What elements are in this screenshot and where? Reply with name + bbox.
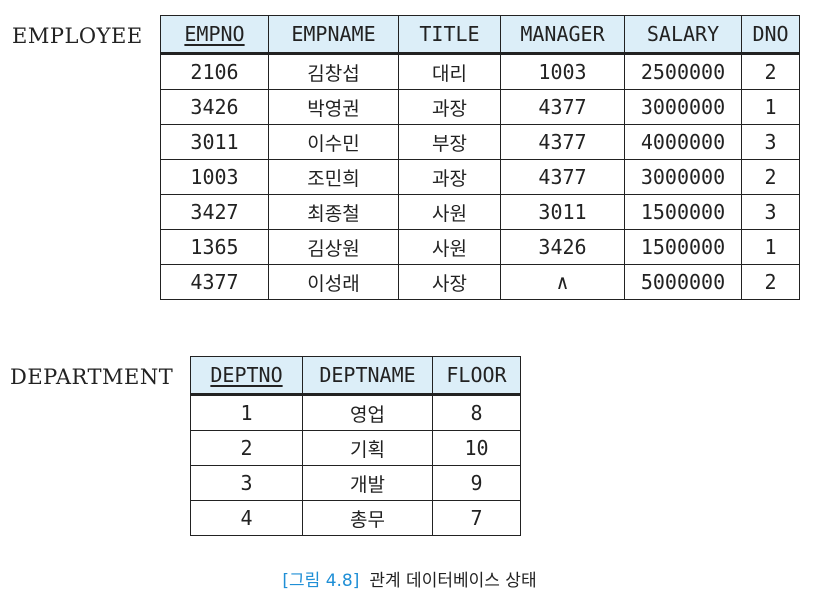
employee-cell: 사원: [398, 229, 501, 265]
employee-cell: 3011: [500, 194, 625, 230]
employee-table: EMPNO EMPNAME TITLE MANAGER SALARY DNO 2…: [160, 15, 800, 300]
employee-cell: 4000000: [624, 124, 742, 160]
table-row: 3 개발 9: [190, 465, 521, 501]
employee-cell: 김창섭: [268, 53, 399, 90]
employee-cell: 2: [741, 159, 800, 195]
employee-cell: 4377: [160, 264, 269, 300]
employee-cell: 4377: [500, 89, 625, 125]
department-cell: 9: [432, 465, 521, 501]
table-row: 3427 최종철 사원 3011 1500000 3: [160, 194, 800, 230]
employee-cell: 2500000: [624, 53, 742, 90]
employee-col-title: TITLE: [398, 15, 501, 55]
employee-cell: 1500000: [624, 194, 742, 230]
employee-cell: 3426: [500, 229, 625, 265]
figure-number: [그림 4.8]: [282, 571, 360, 591]
table-row: 1003 조민희 과장 4377 3000000 2: [160, 159, 800, 195]
employee-col-manager: MANAGER: [500, 15, 625, 55]
department-table-name: DEPARTMENT: [10, 365, 174, 389]
employee-cell: 최종철: [268, 194, 399, 230]
employee-cell: 1365: [160, 229, 269, 265]
employee-cell: 5000000: [624, 264, 742, 300]
table-row: 4377 이성래 사장 ∧ 5000000 2: [160, 264, 800, 300]
employee-cell: 2106: [160, 53, 269, 90]
department-cell: 영업: [302, 394, 433, 431]
employee-table-name: EMPLOYEE: [12, 24, 143, 48]
employee-cell: 대리: [398, 53, 501, 90]
employee-cell: 2: [741, 53, 800, 90]
employee-cell: 2: [741, 264, 800, 300]
department-cell: 8: [432, 394, 521, 431]
employee-cell: 1: [741, 229, 800, 265]
employee-cell: 조민희: [268, 159, 399, 195]
employee-cell: 김상원: [268, 229, 399, 265]
table-row: 1365 김상원 사원 3426 1500000 1: [160, 229, 800, 265]
department-cell: 1: [190, 394, 303, 431]
employee-cell: 4377: [500, 159, 625, 195]
employee-cell: 사장: [398, 264, 501, 300]
department-cell: 총무: [302, 500, 433, 536]
employee-cell: 3: [741, 124, 800, 160]
employee-cell: 3: [741, 194, 800, 230]
employee-cell: 부장: [398, 124, 501, 160]
department-cell: 7: [432, 500, 521, 536]
employee-cell: 이수민: [268, 124, 399, 160]
department-cell: 개발: [302, 465, 433, 501]
table-row: 2106 김창섭 대리 1003 2500000 2: [160, 53, 800, 90]
employee-cell: 1500000: [624, 229, 742, 265]
employee-cell: 3427: [160, 194, 269, 230]
employee-cell: 과장: [398, 89, 501, 125]
department-table: DEPTNO DEPTNAME FLOOR 1 영업 8 2 기획 10 3 개…: [190, 356, 521, 536]
employee-cell: 박영권: [268, 89, 399, 125]
figure-caption: [그림 4.8] 관계 데이터베이스 상태: [0, 566, 819, 591]
employee-cell: 1: [741, 89, 800, 125]
employee-cell: 4377: [500, 124, 625, 160]
department-header-row: DEPTNO DEPTNAME FLOOR: [190, 356, 521, 396]
employee-cell: 1003: [160, 159, 269, 195]
table-row: 3426 박영권 과장 4377 3000000 1: [160, 89, 800, 125]
table-row: 4 총무 7: [190, 500, 521, 536]
department-cell: 3: [190, 465, 303, 501]
department-cell: 10: [432, 430, 521, 466]
employee-cell-null-marker: ∧: [500, 264, 625, 300]
employee-cell: 3000000: [624, 89, 742, 125]
figure-caption-text: 관계 데이터베이스 상태: [369, 571, 537, 591]
table-row: 2 기획 10: [190, 430, 521, 466]
employee-cell: 이성래: [268, 264, 399, 300]
employee-col-empname: EMPNAME: [268, 15, 399, 55]
employee-col-empno: EMPNO: [160, 15, 269, 55]
department-cell: 기획: [302, 430, 433, 466]
employee-cell: 과장: [398, 159, 501, 195]
employee-cell: 3000000: [624, 159, 742, 195]
department-cell: 4: [190, 500, 303, 536]
employee-col-salary: SALARY: [624, 15, 742, 55]
department-col-deptname: DEPTNAME: [302, 356, 433, 396]
department-col-floor: FLOOR: [432, 356, 521, 396]
employee-col-dno: DNO: [741, 15, 800, 55]
employee-header-row: EMPNO EMPNAME TITLE MANAGER SALARY DNO: [160, 15, 800, 55]
table-row: 1 영업 8: [190, 394, 521, 431]
employee-cell: 사원: [398, 194, 501, 230]
department-cell: 2: [190, 430, 303, 466]
employee-cell: 1003: [500, 53, 625, 90]
department-col-deptno: DEPTNO: [190, 356, 303, 396]
employee-cell: 3426: [160, 89, 269, 125]
table-row: 3011 이수민 부장 4377 4000000 3: [160, 124, 800, 160]
employee-cell: 3011: [160, 124, 269, 160]
